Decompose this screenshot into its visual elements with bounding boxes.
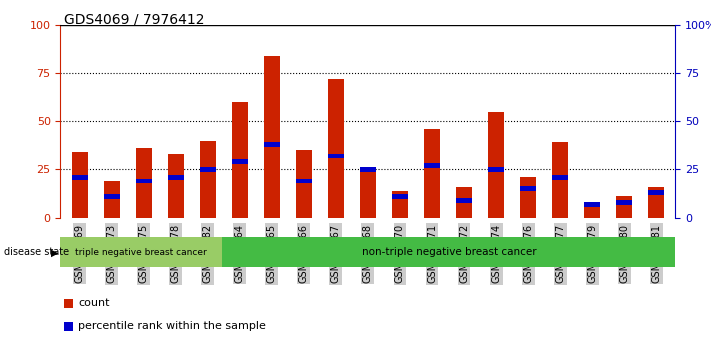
Bar <box>232 159 248 164</box>
Bar <box>584 202 600 218</box>
Bar <box>424 163 440 168</box>
Bar <box>392 194 408 199</box>
Bar <box>392 191 408 218</box>
Bar <box>296 179 312 183</box>
Bar <box>168 175 183 179</box>
Bar <box>328 79 344 218</box>
Bar <box>168 154 183 218</box>
Bar <box>424 129 440 218</box>
Bar <box>552 175 568 179</box>
Bar <box>264 56 280 218</box>
Text: non-triple negative breast cancer: non-triple negative breast cancer <box>362 247 536 257</box>
Bar <box>60 237 223 267</box>
Bar <box>72 152 87 218</box>
Bar <box>648 190 664 195</box>
Bar <box>616 196 632 218</box>
Text: percentile rank within the sample: percentile rank within the sample <box>78 321 266 331</box>
Bar <box>520 177 536 218</box>
Bar <box>136 148 151 218</box>
Bar <box>648 187 664 218</box>
Bar <box>488 112 504 218</box>
Text: triple negative breast cancer: triple negative breast cancer <box>75 248 207 257</box>
Bar <box>296 150 312 218</box>
Bar <box>104 181 119 218</box>
Bar <box>328 154 344 158</box>
Bar <box>200 141 216 218</box>
Text: count: count <box>78 298 109 308</box>
Bar <box>584 202 600 207</box>
Text: ▶: ▶ <box>51 247 59 257</box>
Text: GDS4069 / 7976412: GDS4069 / 7976412 <box>64 12 205 27</box>
Bar <box>264 142 280 147</box>
Bar <box>520 186 536 191</box>
Bar <box>552 142 568 218</box>
Bar <box>136 179 151 183</box>
Bar <box>616 200 632 205</box>
Bar <box>360 170 376 218</box>
Bar <box>488 167 504 172</box>
Bar <box>223 237 675 267</box>
Bar <box>232 102 248 218</box>
Bar <box>200 167 216 172</box>
Bar <box>72 175 87 179</box>
Bar <box>104 194 119 199</box>
Bar <box>456 198 472 203</box>
Text: disease state: disease state <box>4 247 69 257</box>
Bar <box>360 167 376 172</box>
Bar <box>456 187 472 218</box>
